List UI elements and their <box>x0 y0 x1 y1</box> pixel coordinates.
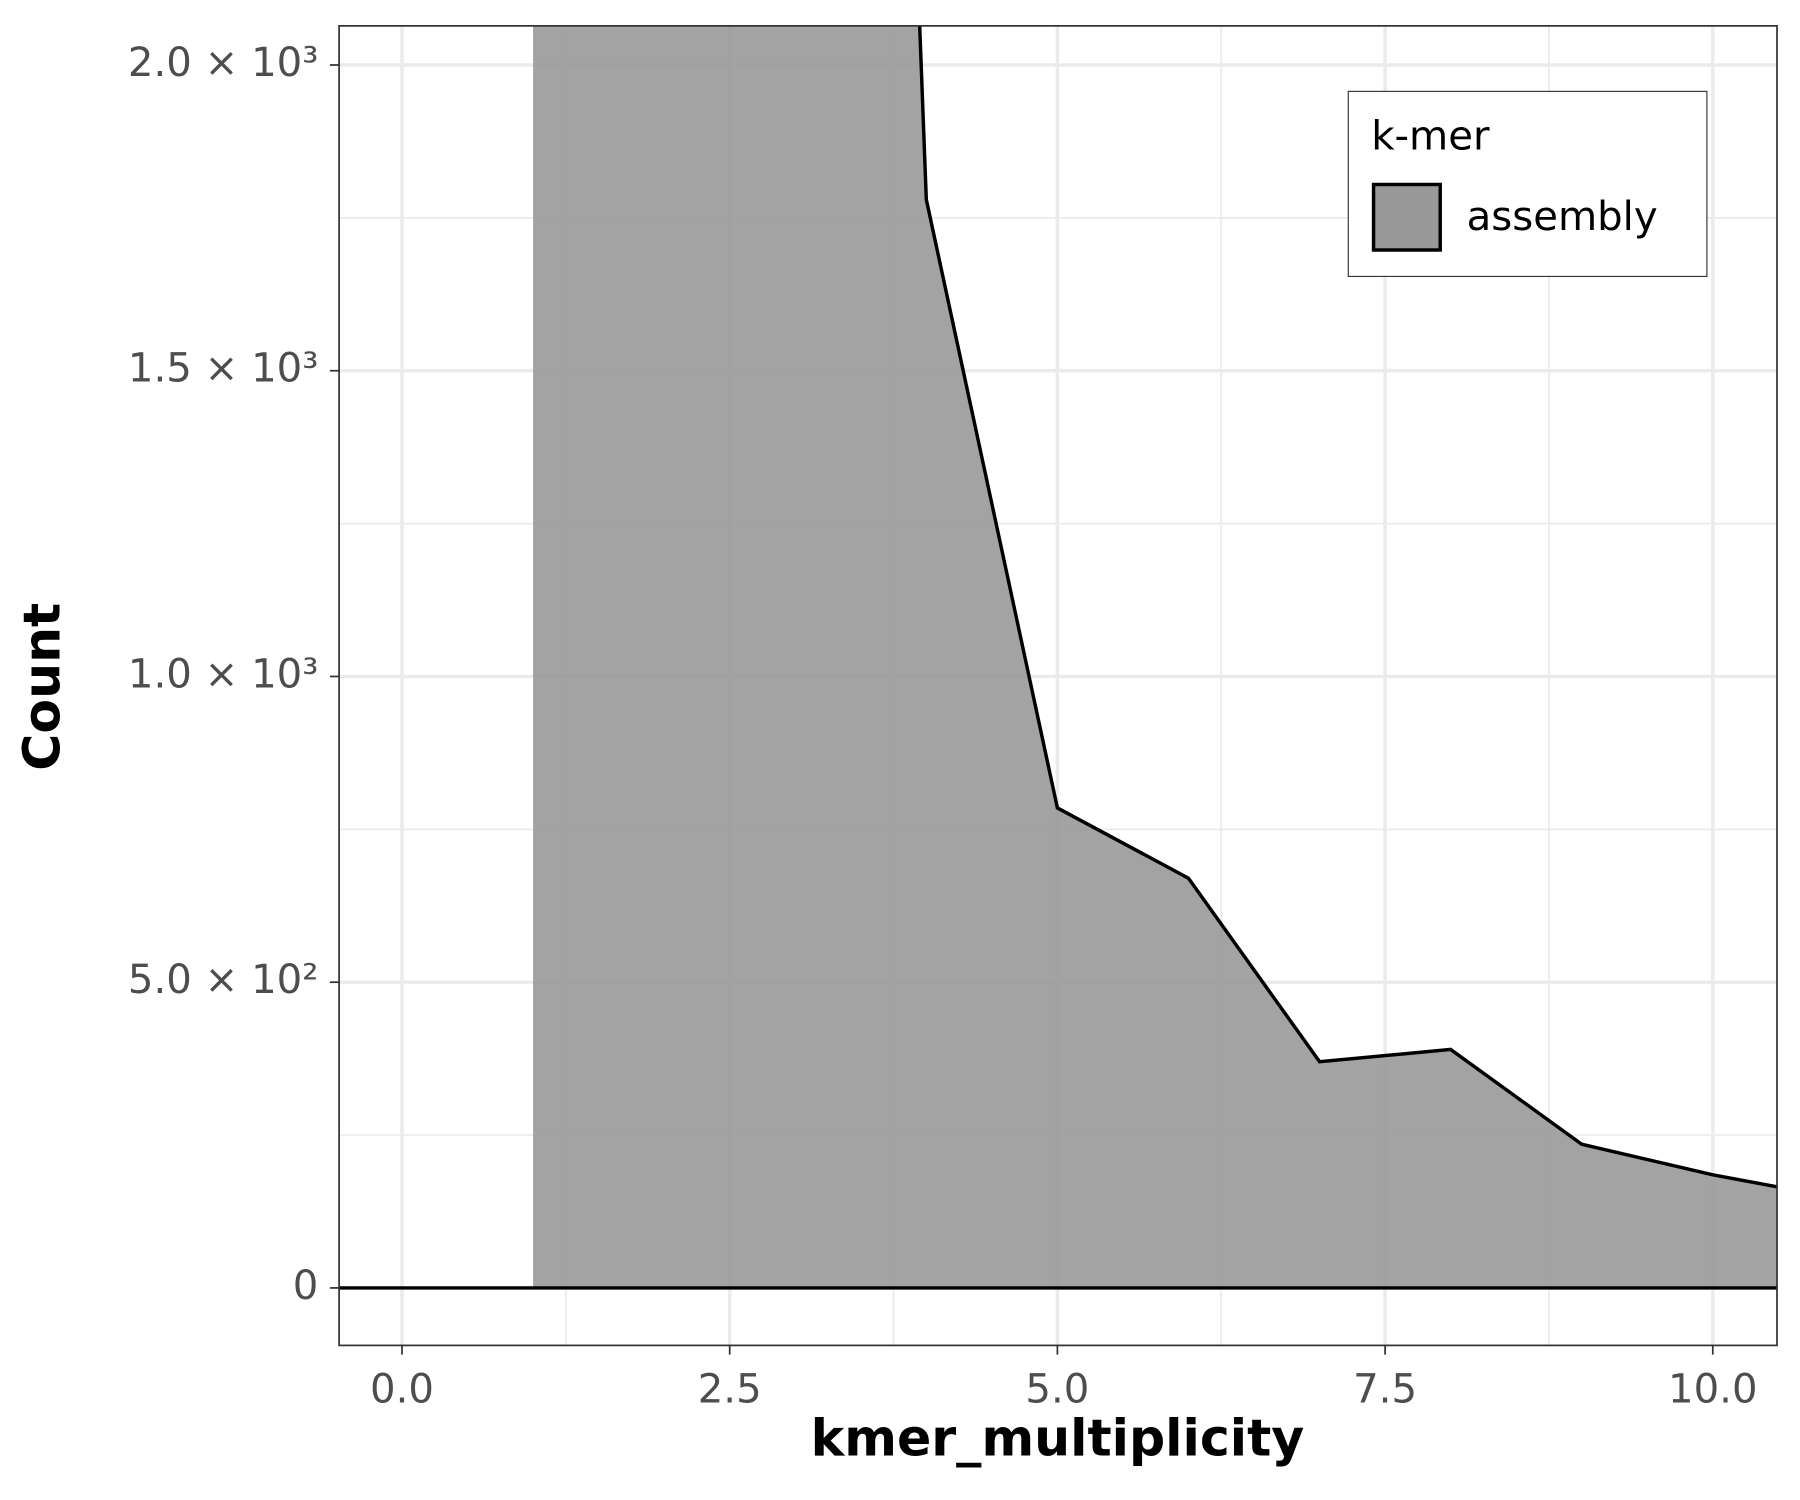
y-tick-label: 0 <box>293 1263 319 1309</box>
y-axis-title: Count <box>12 603 71 771</box>
ticks: 0 5.0 × 10² 1.0 × 10³ 1.5 × 10³ 2.0 × 10³ 0.0… <box>128 40 1758 1412</box>
y-tick-label: 2.0 × 10³ <box>128 40 319 86</box>
x-tick-label: 7.5 <box>1353 1366 1417 1412</box>
plot-area <box>339 25 1778 1290</box>
x-tick-label: 10.0 <box>1668 1366 1758 1412</box>
legend: k-mer assembly <box>1347 90 1708 278</box>
legend-title: k-mer <box>1371 114 1490 160</box>
x-tick-label: 2.5 <box>698 1366 762 1412</box>
x-tick-label: 5.0 <box>1025 1366 1089 1412</box>
y-tick-label: 5.0 × 10² <box>128 957 319 1003</box>
area <box>533 25 1778 1288</box>
x-tick-label: 0.0 <box>370 1366 434 1412</box>
legend-key <box>1371 182 1442 252</box>
area-line <box>917 25 1778 1189</box>
x-axis-title: kmer_multiplicity <box>811 1408 1305 1467</box>
y-tick-label: 1.0 × 10³ <box>128 651 319 697</box>
legend-label: assembly <box>1467 194 1658 240</box>
y-tick-label: 1.5 × 10³ <box>128 346 319 392</box>
